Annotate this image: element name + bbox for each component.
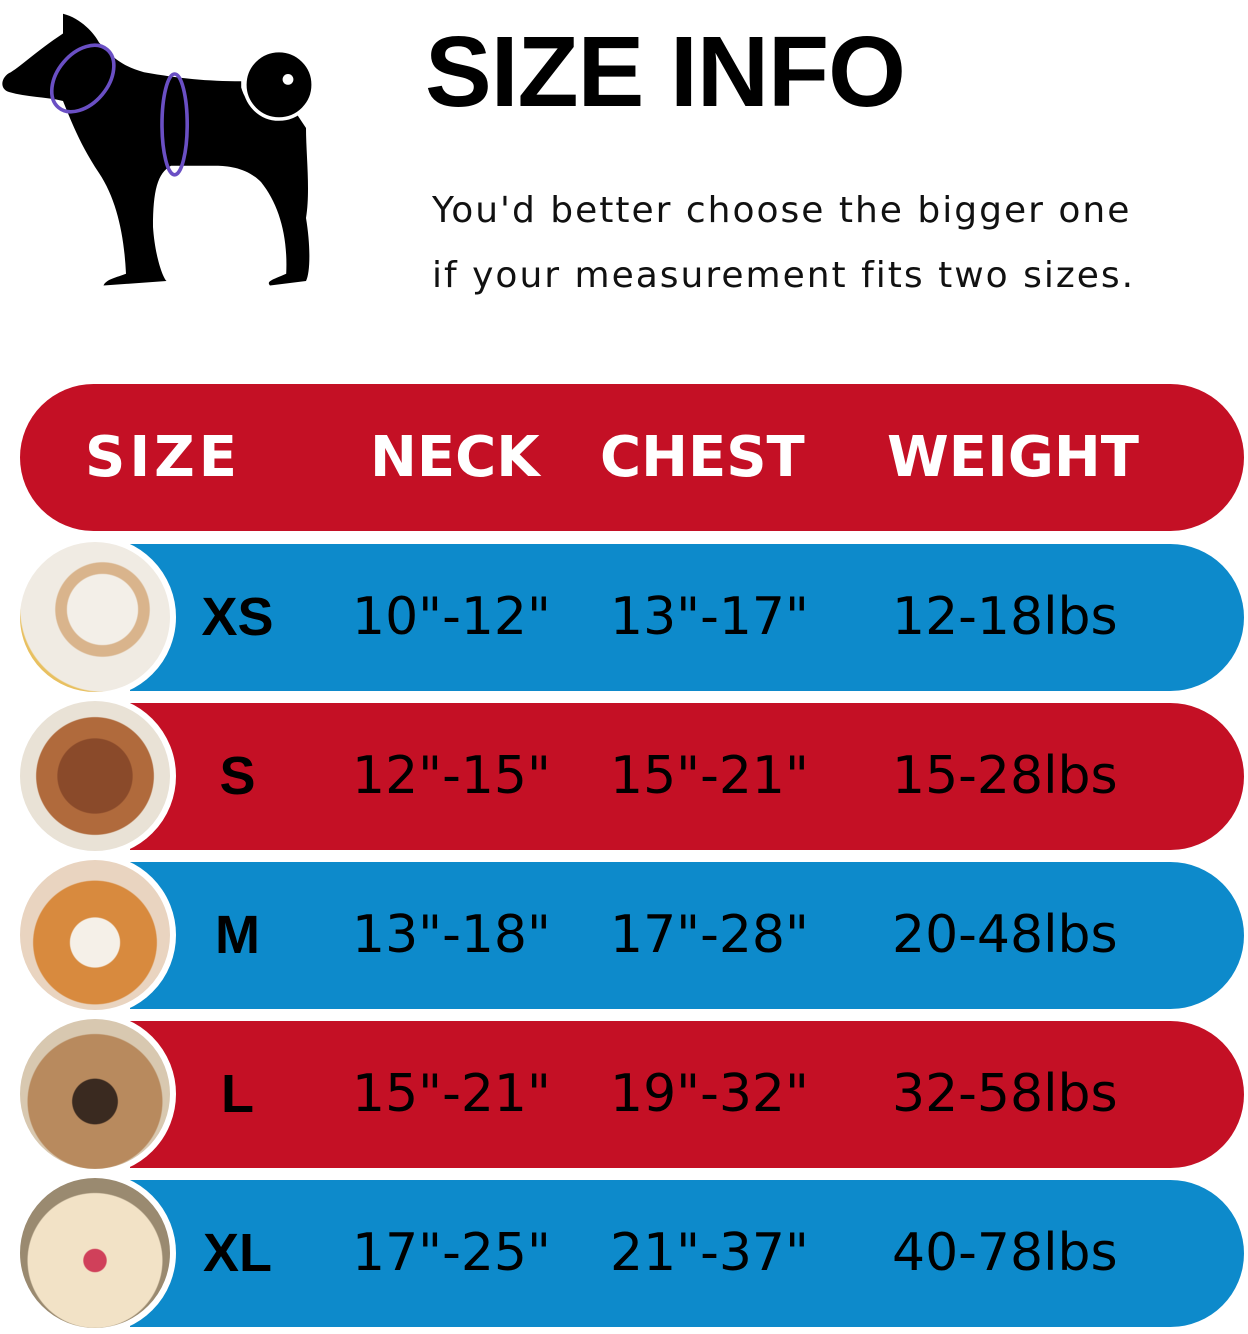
labrador-photo [14,1172,176,1334]
size-row-l: L 15"-21" 19"-32" 32-58lbs [130,1021,1244,1168]
poodle-photo [14,695,176,857]
size-row-xs: XS 10"-12" 13"-17" 12-18lbs [130,544,1244,691]
weight-cell: 12-18lbs [892,587,1118,647]
header-size: SIZE [85,425,242,490]
size-cell: L [221,1064,254,1124]
weight-cell: 40-78lbs [892,1223,1118,1283]
table-header: SIZE NECK CHEST WEIGHT [20,384,1244,531]
size-advice-line-1: You'd better choose the bigger one [432,190,1132,231]
size-cell: XL [202,1223,272,1283]
pomeranian-photo [14,536,176,698]
french-bulldog-photo [14,1013,176,1175]
neck-cell: 15"-21" [352,1064,551,1124]
dog-measurement-illustration [2,13,315,286]
neck-cell: 17"-25" [352,1223,551,1283]
header-chest: CHEST [600,425,805,490]
size-row-s: S 12"-15" 15"-21" 15-28lbs [130,703,1244,850]
chest-cell: 17"-28" [610,905,809,965]
header-neck: NECK [370,425,540,490]
chest-cell: 15"-21" [610,746,809,806]
neck-ring [49,43,116,114]
weight-cell: 32-58lbs [892,1064,1118,1124]
chest-cell: 19"-32" [610,1064,809,1124]
header-weight: WEIGHT [887,425,1139,490]
chest-cell: 13"-17" [610,587,809,647]
size-cell: M [215,905,260,965]
chest-cell: 21"-37" [610,1223,809,1283]
size-cell: S [219,746,256,806]
shiba-inu-photo [14,854,176,1016]
neck-cell: 13"-18" [352,905,551,965]
neck-cell: 12"-15" [352,746,551,806]
chest-ring [160,72,189,177]
size-cell: XS [201,587,274,647]
weight-cell: 15-28lbs [892,746,1118,806]
size-row-m: M 13"-18" 17"-28" 20-48lbs [130,862,1244,1009]
size-advice-line-2: if your measurement fits two sizes. [432,255,1136,296]
page-title: SIZE INFO [425,16,906,128]
neck-cell: 10"-12" [352,587,551,647]
weight-cell: 20-48lbs [892,905,1118,965]
size-row-xl: XL 17"-25" 21"-37" 40-78lbs [130,1180,1244,1327]
